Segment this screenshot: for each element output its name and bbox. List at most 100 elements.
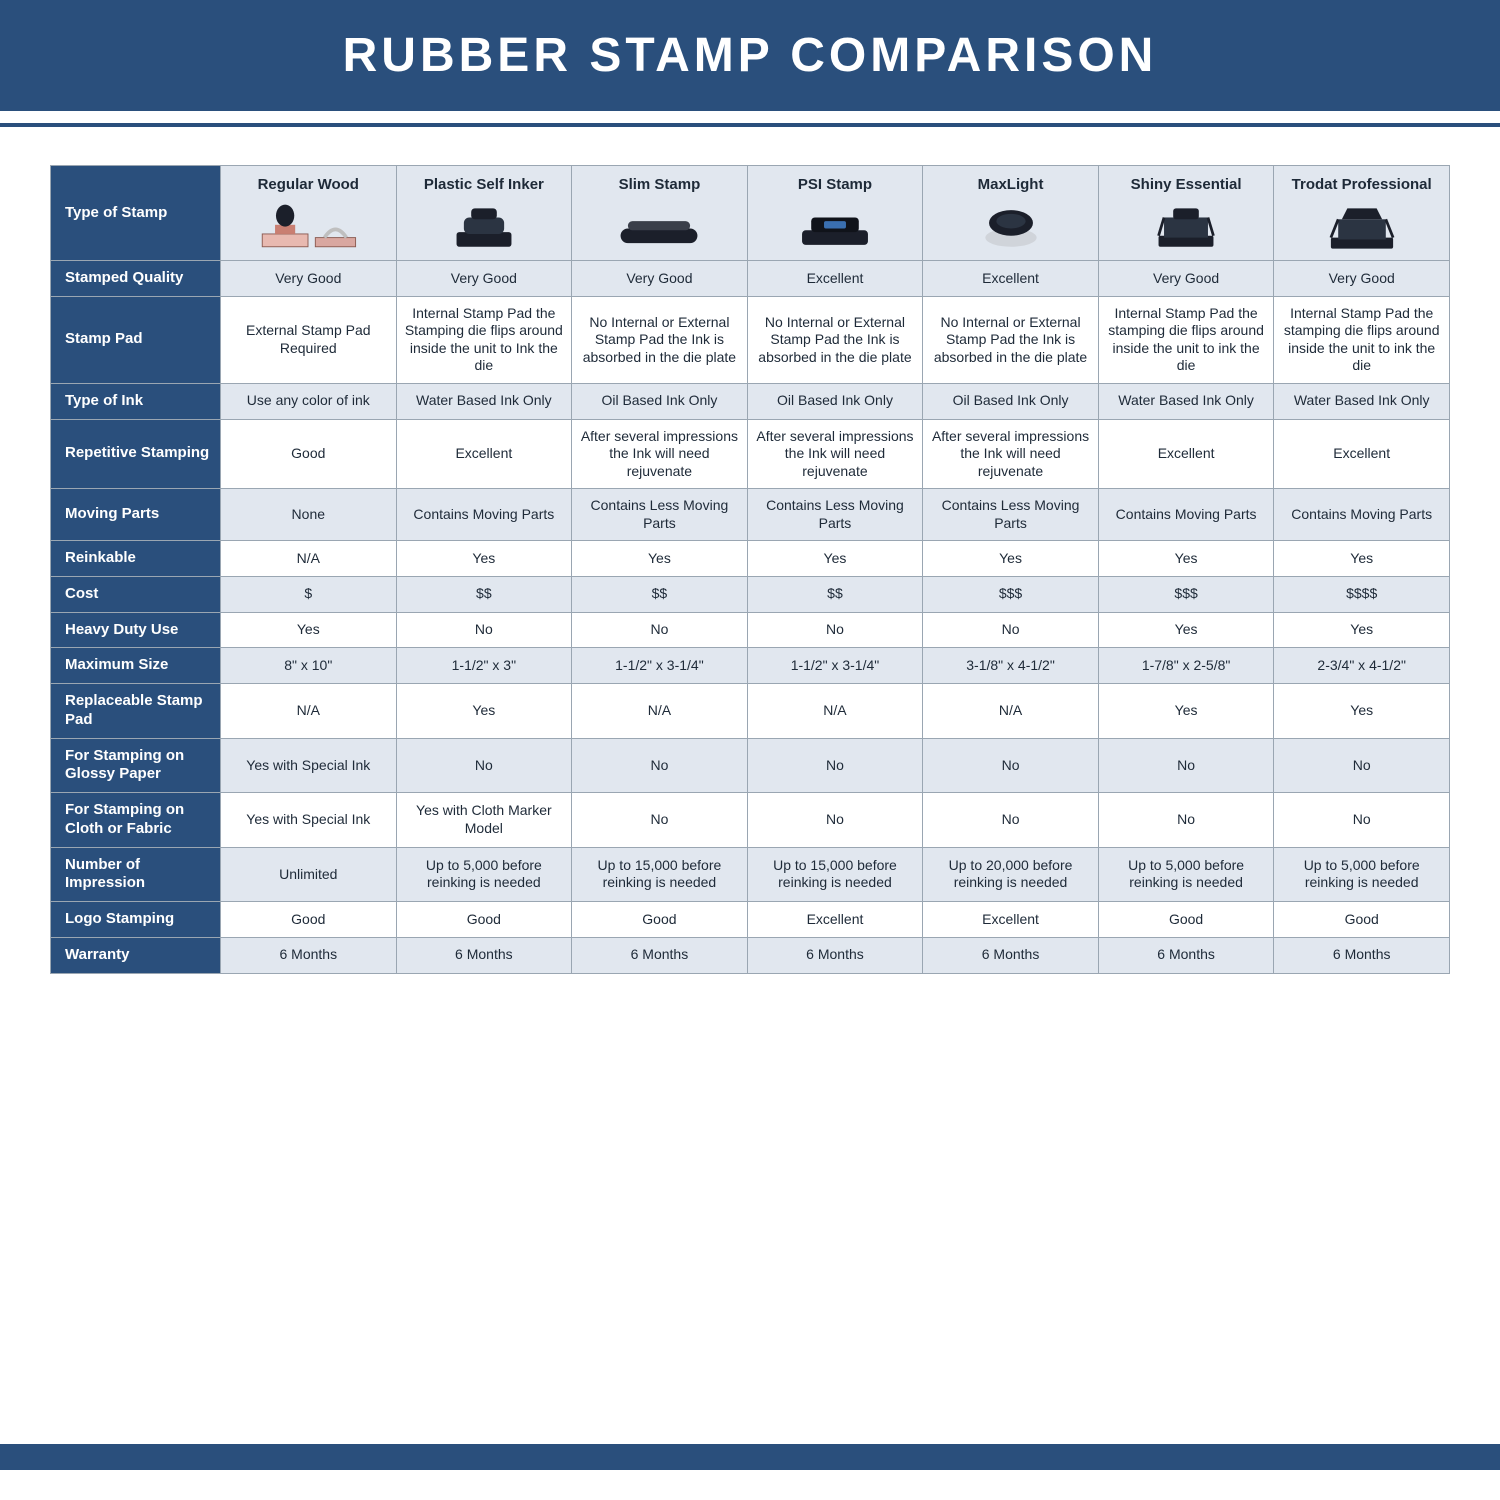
cell: Oil Based Ink Only: [572, 383, 748, 419]
row-max-size: Maximum Size 8" x 10" 1-1/2" x 3" 1-1/2"…: [51, 648, 1450, 684]
cell: No: [1274, 793, 1450, 848]
col-plastic-self-inker: Plastic Self Inker: [396, 166, 572, 261]
cell: 8" x 10": [221, 648, 397, 684]
cell: 6 Months: [1274, 937, 1450, 973]
cell: Yes with Cloth Marker Model: [396, 793, 572, 848]
cell: 1-1/2" x 3-1/4": [747, 648, 923, 684]
shiny-essential-icon: [1126, 201, 1246, 252]
cell: After several impressions the Ink will n…: [572, 419, 748, 489]
cell: Excellent: [923, 261, 1099, 297]
cell: No: [572, 738, 748, 793]
cell: 6 Months: [1098, 937, 1274, 973]
cell: Contains Moving Parts: [1098, 489, 1274, 541]
cell: $: [221, 576, 397, 612]
col-regular-wood: Regular Wood: [221, 166, 397, 261]
title-rule: [0, 111, 1500, 135]
cell: Very Good: [396, 261, 572, 297]
cell: Up to 20,000 before reinking is needed: [923, 847, 1099, 902]
row-impressions: Number of Impression Unlimited Up to 5,0…: [51, 847, 1450, 902]
cell: Very Good: [1098, 261, 1274, 297]
row-label: Repetitive Stamping: [51, 419, 221, 489]
cell: After several impressions the Ink will n…: [923, 419, 1099, 489]
col-trodat-professional: Trodat Professional: [1274, 166, 1450, 261]
cell: Good: [1274, 902, 1450, 938]
row-label: For Stamping on Glossy Paper: [51, 738, 221, 793]
row-label: Stamp Pad: [51, 296, 221, 383]
row-stamped-quality: Stamped Quality Very Good Very Good Very…: [51, 261, 1450, 297]
col-shiny-essential: Shiny Essential: [1098, 166, 1274, 261]
cell: No: [396, 612, 572, 648]
cell: Internal Stamp Pad the stamping die flip…: [1098, 296, 1274, 383]
cell: 6 Months: [396, 937, 572, 973]
cell: Water Based Ink Only: [396, 383, 572, 419]
cell: Yes: [1274, 541, 1450, 577]
col-label: Trodat Professional: [1292, 176, 1432, 195]
maxlight-icon: [951, 201, 1071, 252]
cell: Yes: [221, 612, 397, 648]
cell: Use any color of ink: [221, 383, 397, 419]
cell: Excellent: [396, 419, 572, 489]
cell: External Stamp Pad Required: [221, 296, 397, 383]
cell: Very Good: [221, 261, 397, 297]
row-label: Logo Stamping: [51, 902, 221, 938]
row-label: Type of Ink: [51, 383, 221, 419]
col-psi-stamp: PSI Stamp: [747, 166, 923, 261]
cell: 6 Months: [572, 937, 748, 973]
cell: N/A: [221, 684, 397, 739]
cell: Internal Stamp Pad the Stamping die flip…: [396, 296, 572, 383]
cell: Up to 15,000 before reinking is needed: [747, 847, 923, 902]
cell: 1-1/2" x 3-1/4": [572, 648, 748, 684]
cell: Contains Moving Parts: [1274, 489, 1450, 541]
header-type-of-stamp: Type of Stamp: [51, 166, 221, 261]
cell: Contains Less Moving Parts: [572, 489, 748, 541]
cell: No: [572, 612, 748, 648]
cell: No: [747, 793, 923, 848]
cell: Good: [221, 419, 397, 489]
row-type-of-ink: Type of Ink Use any color of ink Water B…: [51, 383, 1450, 419]
cell: Good: [1098, 902, 1274, 938]
row-glossy: For Stamping on Glossy Paper Yes with Sp…: [51, 738, 1450, 793]
col-label: Slim Stamp: [619, 176, 701, 195]
cell: Yes: [396, 541, 572, 577]
cell: Contains Less Moving Parts: [747, 489, 923, 541]
row-stamp-pad: Stamp Pad External Stamp Pad Required In…: [51, 296, 1450, 383]
cell: No: [1098, 738, 1274, 793]
cell: Yes: [747, 541, 923, 577]
cell: Yes: [1098, 684, 1274, 739]
row-moving-parts: Moving Parts None Contains Moving Parts …: [51, 489, 1450, 541]
cell: No: [1274, 738, 1450, 793]
cell: $$$: [1098, 576, 1274, 612]
cell: Up to 5,000 before reinking is needed: [396, 847, 572, 902]
cell: No: [747, 612, 923, 648]
cell: Oil Based Ink Only: [923, 383, 1099, 419]
cell: Good: [396, 902, 572, 938]
cell: Excellent: [923, 902, 1099, 938]
cell: None: [221, 489, 397, 541]
row-label: Warranty: [51, 937, 221, 973]
table-body: Stamped Quality Very Good Very Good Very…: [51, 261, 1450, 974]
row-heavy-duty: Heavy Duty Use Yes No No No No Yes Yes: [51, 612, 1450, 648]
comparison-table: Type of Stamp Regular Wood: [50, 165, 1450, 974]
row-label: Replaceable Stamp Pad: [51, 684, 221, 739]
cell: Up to 5,000 before reinking is needed: [1274, 847, 1450, 902]
cell: Up to 5,000 before reinking is needed: [1098, 847, 1274, 902]
cell: No: [747, 738, 923, 793]
cell: Very Good: [1274, 261, 1450, 297]
row-label: Maximum Size: [51, 648, 221, 684]
cell: N/A: [923, 684, 1099, 739]
cell: No Internal or External Stamp Pad the In…: [923, 296, 1099, 383]
cell: Excellent: [1098, 419, 1274, 489]
cell: Yes: [1098, 541, 1274, 577]
cell: Yes with Special Ink: [221, 793, 397, 848]
row-warranty: Warranty 6 Months 6 Months 6 Months 6 Mo…: [51, 937, 1450, 973]
cell: $$$: [923, 576, 1099, 612]
row-label: Stamped Quality: [51, 261, 221, 297]
cell: N/A: [572, 684, 748, 739]
col-label: PSI Stamp: [798, 176, 872, 195]
cell: Yes: [572, 541, 748, 577]
trodat-professional-icon: [1302, 201, 1422, 252]
col-label: Regular Wood: [258, 176, 359, 195]
cell: Very Good: [572, 261, 748, 297]
footer-band: [0, 1444, 1500, 1470]
slim-stamp-icon: [599, 201, 719, 252]
